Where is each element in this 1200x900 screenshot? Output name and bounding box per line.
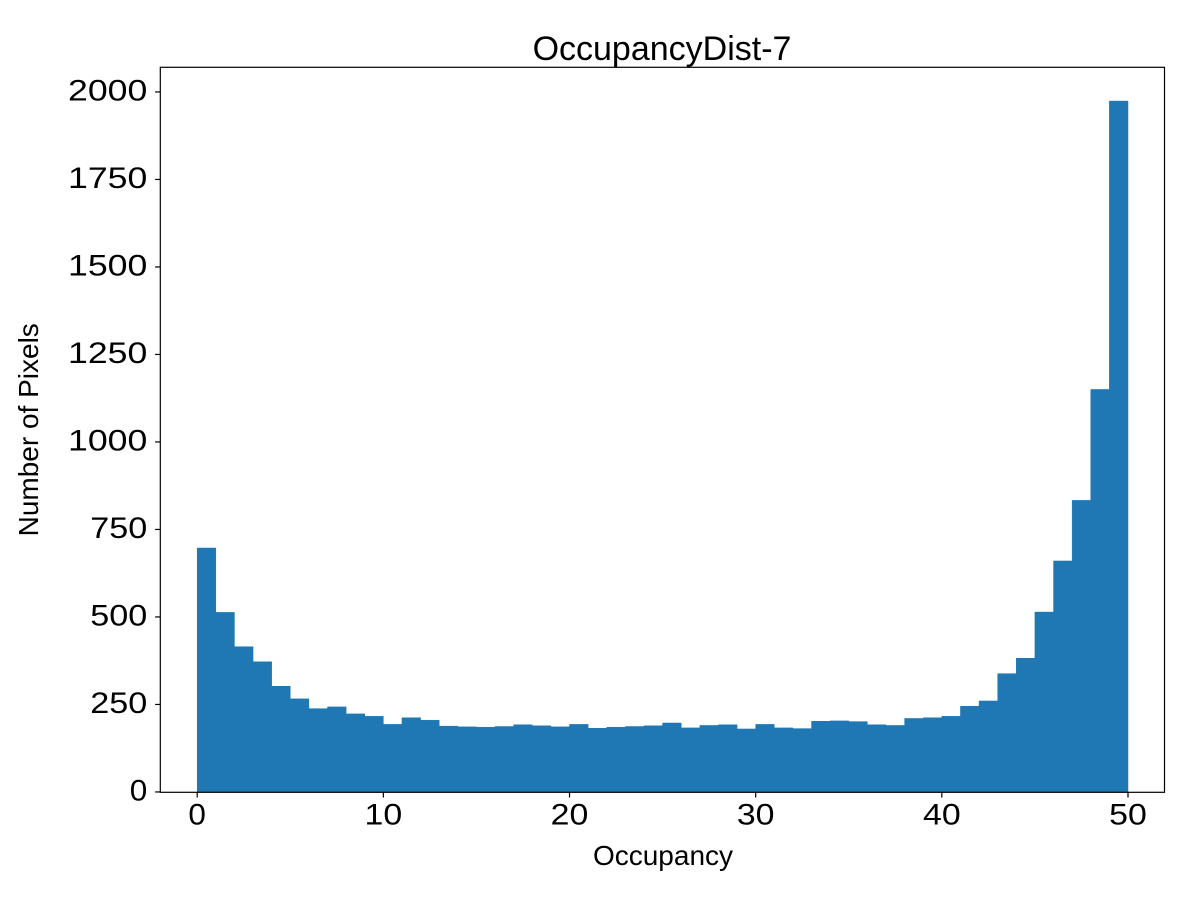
svg-text:1000: 1000 — [68, 424, 147, 457]
svg-text:750: 750 — [90, 512, 147, 545]
svg-text:OccupancyDist-7: OccupancyDist-7 — [533, 30, 792, 68]
svg-text:1250: 1250 — [68, 337, 147, 370]
svg-text:Number of Pixels: Number of Pixels — [13, 323, 44, 536]
svg-text:2000: 2000 — [68, 74, 147, 107]
svg-text:250: 250 — [90, 687, 147, 720]
svg-text:40: 40 — [923, 798, 961, 831]
svg-text:1500: 1500 — [68, 249, 147, 282]
svg-text:1750: 1750 — [68, 162, 147, 195]
svg-text:0: 0 — [188, 798, 206, 831]
svg-text:30: 30 — [737, 798, 775, 831]
svg-text:10: 10 — [365, 798, 403, 831]
svg-text:50: 50 — [1109, 798, 1147, 831]
svg-text:500: 500 — [90, 599, 147, 632]
svg-text:0: 0 — [130, 774, 148, 807]
svg-text:Occupancy: Occupancy — [593, 840, 733, 871]
svg-text:20: 20 — [551, 798, 589, 831]
